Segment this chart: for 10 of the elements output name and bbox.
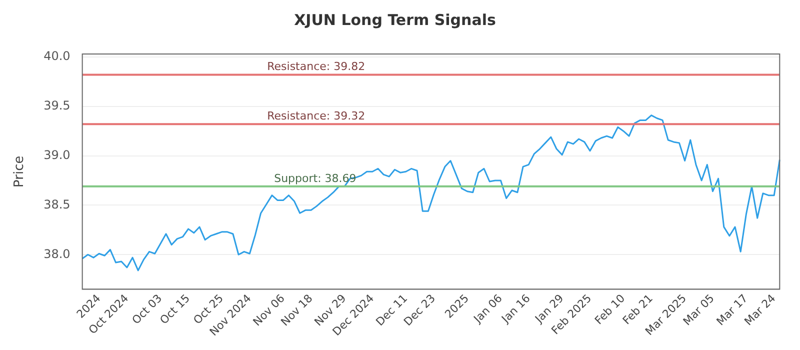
ref-line-label: Resistance: 39.32 (267, 110, 366, 123)
ref-line-label: Resistance: 39.82 (267, 60, 366, 74)
chart-title: XJUN Long Term Signals (294, 10, 496, 29)
y-tick-label: 38.0 (44, 246, 70, 261)
y-tick-label: 39.5 (44, 98, 70, 113)
y-tick-label: 40.0 (44, 49, 70, 64)
y-tick-label: 39.0 (44, 148, 70, 162)
y-tick-label: 38.5 (44, 197, 70, 212)
y-axis-title: Price (12, 156, 28, 188)
ref-line-label: Support: 38.69 (274, 172, 356, 185)
